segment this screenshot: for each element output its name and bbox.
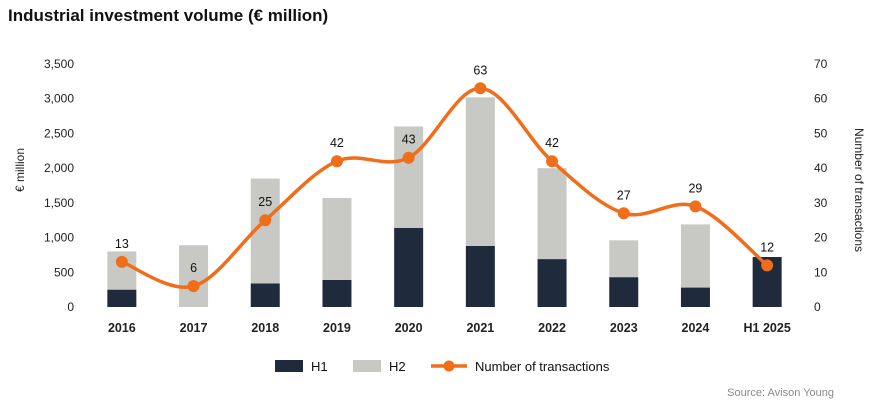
left-tick-label: 0 — [67, 300, 74, 314]
bar-h1 — [680, 287, 710, 307]
bar-h2 — [537, 168, 567, 260]
transaction-count-label: 29 — [688, 181, 702, 195]
category-label: 2021 — [466, 321, 494, 335]
bar-h2 — [680, 224, 710, 288]
legend: H1 H2 Number of transactions — [275, 359, 610, 374]
transactions-point — [761, 259, 774, 272]
transaction-count-label: 42 — [330, 136, 344, 150]
bar-h1 — [107, 289, 137, 307]
category-label: H1 2025 — [744, 321, 791, 335]
legend-swatch-marker — [443, 360, 455, 372]
legend-swatch-h1 — [275, 360, 303, 372]
right-tick-label: 50 — [814, 126, 828, 140]
bar-h1 — [465, 245, 495, 307]
right-tick-label: 20 — [814, 231, 828, 245]
right-tick-label: 30 — [814, 196, 828, 210]
transactions-point — [259, 214, 272, 227]
category-label: 2022 — [538, 321, 566, 335]
legend-swatch-h2 — [353, 360, 381, 372]
legend-label: H1 — [311, 359, 328, 374]
right-tick-label: 40 — [814, 161, 828, 175]
transactions-point — [617, 207, 630, 220]
bar-h2 — [179, 245, 209, 307]
transaction-labels: 13 6 25 42 43 63 42 27 29 12 — [115, 63, 774, 275]
category-label: 2018 — [251, 321, 279, 335]
bar-h2 — [394, 126, 424, 228]
bar-h1 — [394, 227, 424, 307]
bar-h1 — [609, 277, 639, 307]
right-tick-label: 60 — [814, 92, 828, 106]
left-tick-label: 1,500 — [44, 196, 74, 210]
category-label: 2016 — [108, 321, 136, 335]
bar-h2 — [465, 97, 495, 246]
category-label: 2017 — [180, 321, 208, 335]
bar-h1 — [250, 283, 280, 307]
transaction-count-label: 63 — [473, 63, 487, 77]
bar-h2 — [609, 240, 639, 278]
transactions-point — [330, 155, 343, 168]
bars — [107, 97, 782, 307]
category-labels: 2016 2017 2018 2019 2020 2021 2022 2023 2024 H1 2… — [108, 321, 791, 335]
transaction-count-label: 12 — [760, 240, 774, 254]
left-tick-label: 3,000 — [44, 92, 74, 106]
left-tick-label: 3,500 — [44, 57, 74, 71]
right-axis-ticks: 0 10 20 30 40 50 60 70 — [814, 57, 828, 314]
transactions-point — [474, 82, 487, 95]
right-tick-label: 10 — [814, 265, 828, 279]
right-tick-label: 0 — [814, 300, 821, 314]
transactions-point — [546, 155, 559, 168]
bar-h1 — [537, 259, 567, 307]
legend-label: H2 — [389, 359, 406, 374]
left-axis-ticks: 0 500 1,000 1,500 2,000 2,500 3,000 3,500 — [44, 57, 74, 314]
transaction-count-label: 6 — [190, 261, 197, 275]
bar-h2 — [322, 197, 352, 280]
category-label: 2019 — [323, 321, 351, 335]
category-label: 2024 — [682, 321, 710, 335]
transaction-count-label: 25 — [258, 195, 272, 209]
transaction-count-label: 27 — [617, 188, 631, 202]
transactions-point — [689, 200, 702, 213]
left-axis-title: € million — [13, 148, 27, 192]
legend-label: Number of transactions — [475, 359, 610, 374]
left-tick-label: 2,500 — [44, 126, 74, 140]
source-note: Source: Avison Young — [727, 387, 834, 399]
transaction-count-label: 42 — [545, 136, 559, 150]
left-tick-label: 1,000 — [44, 231, 74, 245]
transactions-point — [402, 151, 415, 164]
category-label: 2023 — [610, 321, 638, 335]
right-axis-title: Number of transactions — [852, 128, 866, 252]
right-tick-label: 70 — [814, 57, 828, 71]
transactions-line-path — [121, 86, 769, 290]
transaction-count-label: 13 — [115, 237, 129, 251]
transactions-line — [115, 82, 774, 293]
transactions-point — [187, 280, 200, 293]
bar-h1 — [322, 279, 352, 307]
transaction-count-label: 43 — [402, 133, 416, 147]
transactions-point — [115, 255, 128, 268]
left-tick-label: 500 — [54, 265, 74, 279]
left-tick-label: 2,000 — [44, 161, 74, 175]
chart-title: Industrial investment volume (€ million) — [8, 6, 329, 25]
category-label: 2020 — [395, 321, 423, 335]
